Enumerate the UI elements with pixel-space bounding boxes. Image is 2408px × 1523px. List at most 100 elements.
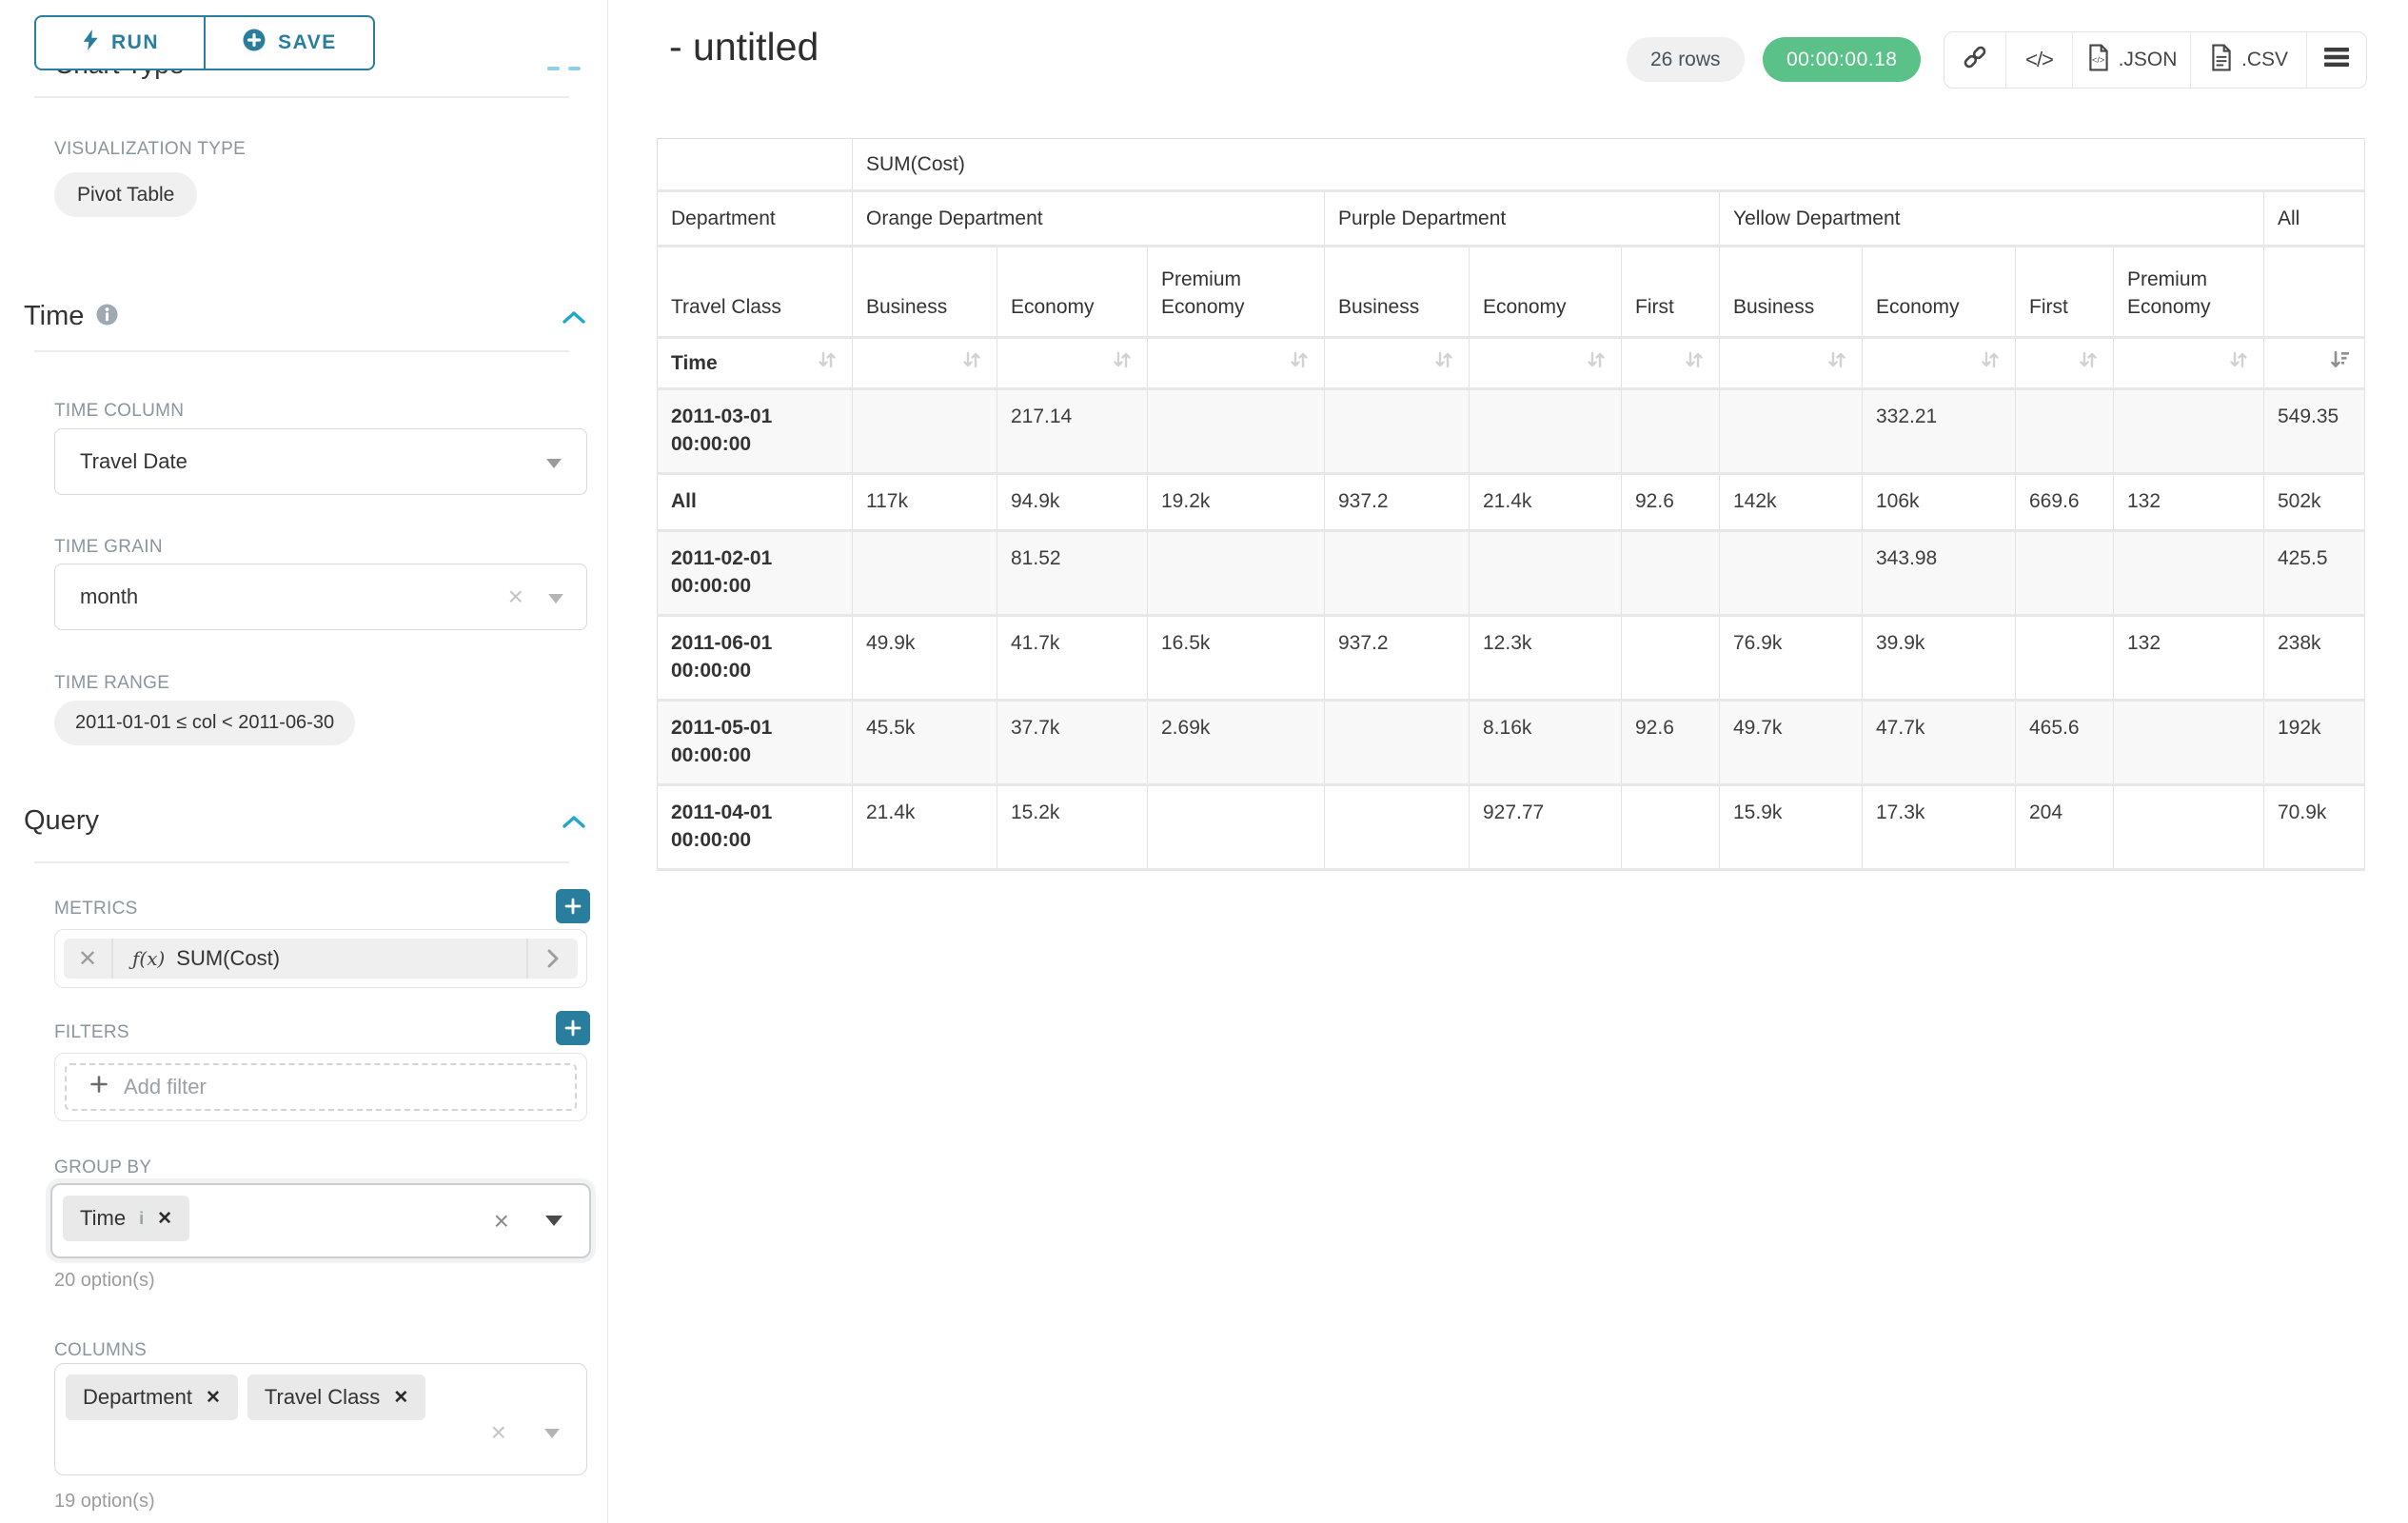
sort-icon[interactable] [816,348,839,379]
sort-header-cell[interactable] [1324,337,1470,390]
value-cell: 937.2 [1324,615,1470,702]
remove-icon[interactable]: ✕ [157,1208,173,1229]
value-cell: 502k [2263,473,2366,532]
remove-metric-icon[interactable]: ✕ [64,939,113,979]
clear-icon[interactable]: × [507,582,523,611]
value-cell: 39.9k [1862,615,2016,702]
value-cell [1469,530,1622,617]
metric-pill[interactable]: ✕ ƒ(x) SUM(Cost) [64,939,578,979]
column-class-header[interactable]: First [2015,246,2114,339]
column-class-header[interactable]: Economy [997,246,1148,339]
value-cell [852,388,997,475]
value-cell: 49.7k [1719,700,1863,786]
metric-name: SUM(Cost) [176,946,281,970]
time-column-select[interactable]: Travel Date [54,428,587,495]
pivot-table: SUM(Cost) Department Orange Department Purp… [657,138,2366,871]
columns-chip-department[interactable]: Department ✕ [66,1375,238,1420]
sort-icon[interactable] [1826,348,1848,379]
row-dimension-sort-cell[interactable]: Time [657,337,853,390]
visualization-type-pill[interactable]: Pivot Table [54,172,198,217]
group-by-chip-time[interactable]: Time i ✕ [63,1196,190,1241]
sort-icon[interactable] [1979,348,2002,379]
sort-header-cell-active[interactable] [2263,337,2366,390]
chevron-up-icon[interactable] [560,813,588,837]
time-section-title: Time [24,301,85,331]
csv-file-icon [2209,44,2234,77]
sort-icon[interactable] [2077,348,2100,379]
value-cell: 132 [2113,615,2264,702]
sort-icon[interactable] [1683,348,1706,379]
json-file-icon: </> [2086,44,2111,77]
caret-down-icon[interactable] [545,1216,563,1226]
run-save-button-group: RUN SAVE [34,15,375,70]
group-by-select[interactable]: Time i ✕ × [50,1183,591,1258]
add-filter-button[interactable]: Add filter [65,1063,577,1111]
save-button[interactable]: SAVE [204,17,373,69]
sort-header-cell[interactable] [2015,337,2114,390]
remove-icon[interactable]: ✕ [205,1387,221,1408]
caret-down-icon[interactable] [544,1429,560,1438]
value-cell [2113,388,2264,475]
export-csv-button[interactable]: .CSV [2190,32,2306,88]
chart-area: - untitled 26 rows 00:00:00.18 </> </> .… [609,0,2408,1523]
column-class-header[interactable]: Premium Economy [1147,246,1325,339]
add-metric-button[interactable] [556,889,590,923]
column-class-header[interactable]: Business [852,246,997,339]
metrics-label: METRICS [54,899,138,919]
column-class-header[interactable]: Economy [1469,246,1622,339]
time-range-pill[interactable]: 2011-01-01 ≤ col < 2011-06-30 [54,701,356,745]
sort-icon[interactable] [1432,348,1455,379]
chevron-up-icon[interactable] [560,308,588,332]
add-filter-plus-button[interactable] [556,1011,590,1045]
column-class-header[interactable]: Business [1719,246,1863,339]
sort-icon[interactable] [960,348,983,379]
column-class-header[interactable]: Economy [1862,246,2016,339]
sort-icon[interactable] [1111,348,1134,379]
time-grain-select[interactable]: month × [54,564,587,630]
sort-header-cell[interactable] [997,337,1148,390]
value-cell: 21.4k [852,784,997,871]
sort-header-cell[interactable] [1147,337,1325,390]
pivot-corner-cell [657,138,853,192]
sort-header-cell[interactable] [2113,337,2264,390]
value-cell: 927.77 [1469,784,1622,871]
column-class-header[interactable]: Business [1324,246,1470,339]
sort-header-cell[interactable] [852,337,997,390]
export-json-button[interactable]: </> .JSON [2072,32,2190,88]
sort-header-cell[interactable] [1621,337,1720,390]
column-group-header[interactable]: Purple Department [1324,190,1720,247]
clear-icon[interactable]: × [493,1206,509,1236]
page-title[interactable]: - untitled [669,25,819,69]
value-cell: 15.2k [997,784,1148,871]
columns-chip-travel-class[interactable]: Travel Class ✕ [247,1375,426,1420]
sort-desc-icon[interactable] [2328,348,2351,379]
sort-header-cell[interactable] [1719,337,1863,390]
chevron-right-icon[interactable] [526,939,578,979]
sort-header-cell[interactable] [1862,337,2016,390]
run-button[interactable]: RUN [36,17,204,69]
value-cell [1324,530,1470,617]
value-cell: 70.9k [2263,784,2366,871]
sort-icon[interactable] [1288,348,1311,379]
value-cell [1719,388,1863,475]
column-group-header[interactable]: Yellow Department [1719,190,2264,247]
panel-resize-divider[interactable] [607,0,608,1523]
remove-icon[interactable]: ✕ [393,1387,409,1408]
row-label-cell: All [657,473,853,532]
columns-select[interactable]: Department ✕ Travel Class ✕ × [54,1363,587,1475]
view-query-button[interactable]: </> [2005,32,2072,88]
sort-header-cell[interactable] [1469,337,1622,390]
value-cell [2113,530,2264,617]
link-icon [1961,43,1989,77]
menu-button[interactable] [2306,32,2366,88]
share-link-button[interactable] [1944,32,2005,88]
clear-icon[interactable]: × [490,1417,506,1447]
all-column-header[interactable]: All [2263,190,2366,247]
column-class-header[interactable]: First [1621,246,1720,339]
column-class-header[interactable]: Premium Economy [2113,246,2264,339]
sort-icon[interactable] [1585,348,1608,379]
column-group-header[interactable]: Orange Department [852,190,1325,247]
sort-icon[interactable] [2227,348,2250,379]
value-cell [1324,388,1470,475]
value-cell: 49.9k [852,615,997,702]
